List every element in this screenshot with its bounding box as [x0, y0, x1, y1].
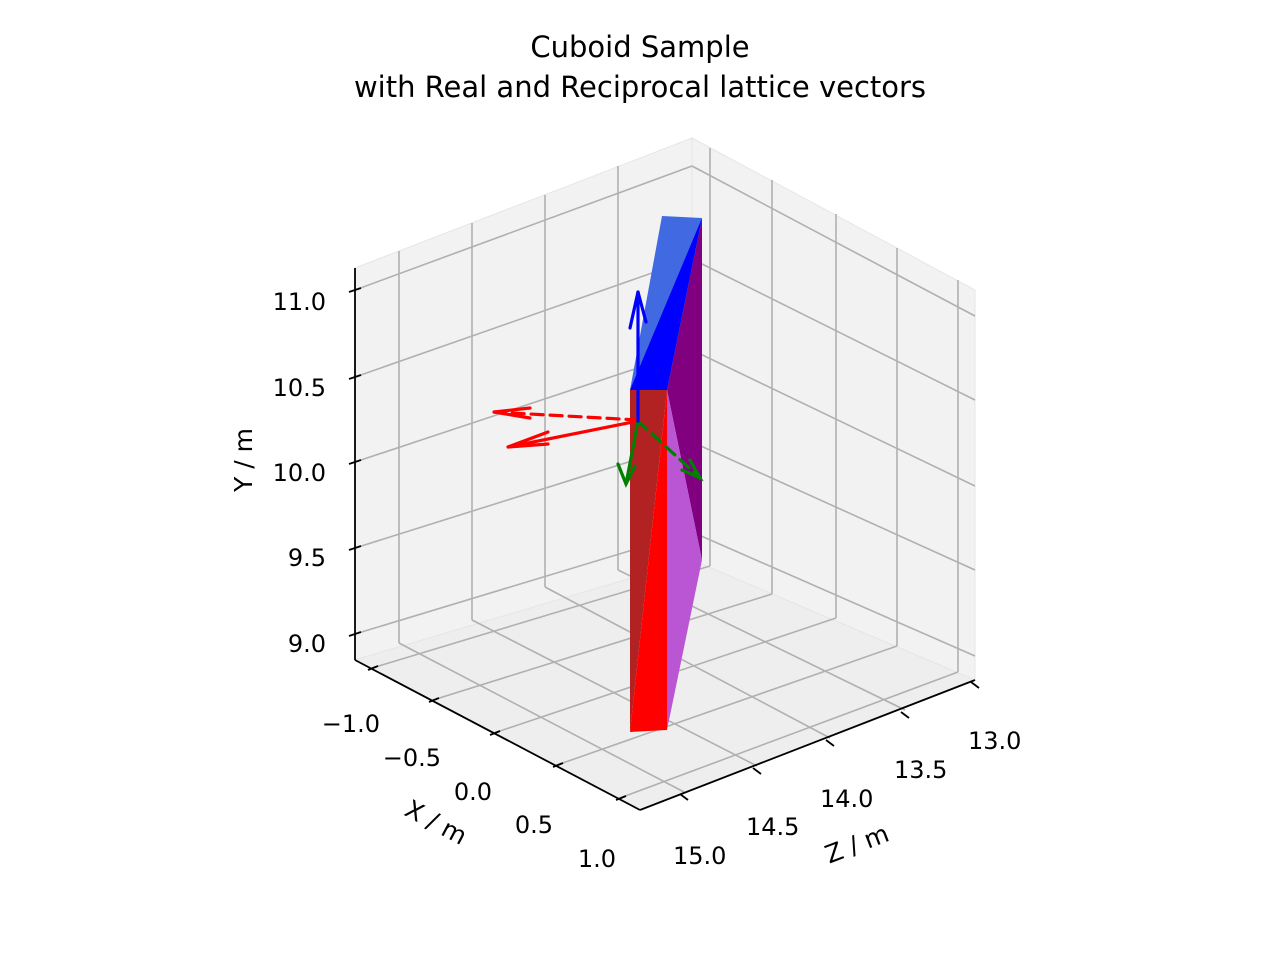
x-tick-label: −1.0 [322, 710, 380, 738]
x-tick-label: 0.5 [515, 811, 553, 839]
z-tick-label: 13.0 [968, 727, 1021, 755]
cuboid-face-upper-blue [630, 218, 702, 390]
axis-lines [354, 268, 976, 811]
cuboid-face-side-light [667, 390, 702, 730]
chart-subtitle: with Real and Reciprocal lattice vectors [353, 70, 927, 104]
z-axis-line [639, 679, 976, 811]
y-tick-labels: 11.0 10.5 10.0 9.5 9.0 [273, 288, 326, 658]
lattice-vectors [492, 290, 704, 488]
grid-lines [354, 148, 976, 799]
y-tick-label: 10.0 [273, 459, 326, 487]
vector-c-real-head [628, 291, 648, 330]
z-tick-labels: 13.0 13.5 14.0 14.5 15.0 [673, 727, 1021, 870]
y-axis-label: Y / m [229, 428, 258, 493]
cuboid-face-top [630, 216, 702, 390]
chart-title: Cuboid Sample [530, 30, 750, 64]
y-tick-label: 11.0 [273, 288, 326, 316]
vector-b-real [624, 419, 640, 486]
tick-marks [348, 287, 980, 801]
z-tick-label: 14.0 [820, 785, 873, 813]
cuboid-face-front-right [630, 390, 667, 732]
vector-a-real-head [507, 430, 550, 449]
vector-b-reciprocal-head [680, 458, 704, 482]
z-tick-label: 14.5 [746, 813, 799, 841]
vector-b-reciprocal [636, 419, 702, 480]
y-tick-label: 9.0 [288, 630, 326, 658]
x-axis-line [354, 659, 641, 811]
x-tick-labels: −1.0 −0.5 0.0 0.5 1.0 [322, 710, 616, 873]
vector-b-real-head [616, 462, 637, 488]
z-tick-label: 15.0 [673, 842, 726, 870]
vector-a-reciprocal [492, 410, 640, 422]
x-tick-label: 0.0 [454, 778, 492, 806]
x-tick-label: −0.5 [383, 744, 441, 772]
x-tick-label: 1.0 [578, 845, 616, 873]
vector-a-reciprocal-head [493, 406, 532, 420]
z-axis-label: Z / m [821, 819, 893, 870]
y-tick-label: 9.5 [288, 544, 326, 572]
z-tick-label: 13.5 [894, 756, 947, 784]
vector-a-real [506, 419, 640, 449]
y-tick-label: 10.5 [273, 374, 326, 402]
